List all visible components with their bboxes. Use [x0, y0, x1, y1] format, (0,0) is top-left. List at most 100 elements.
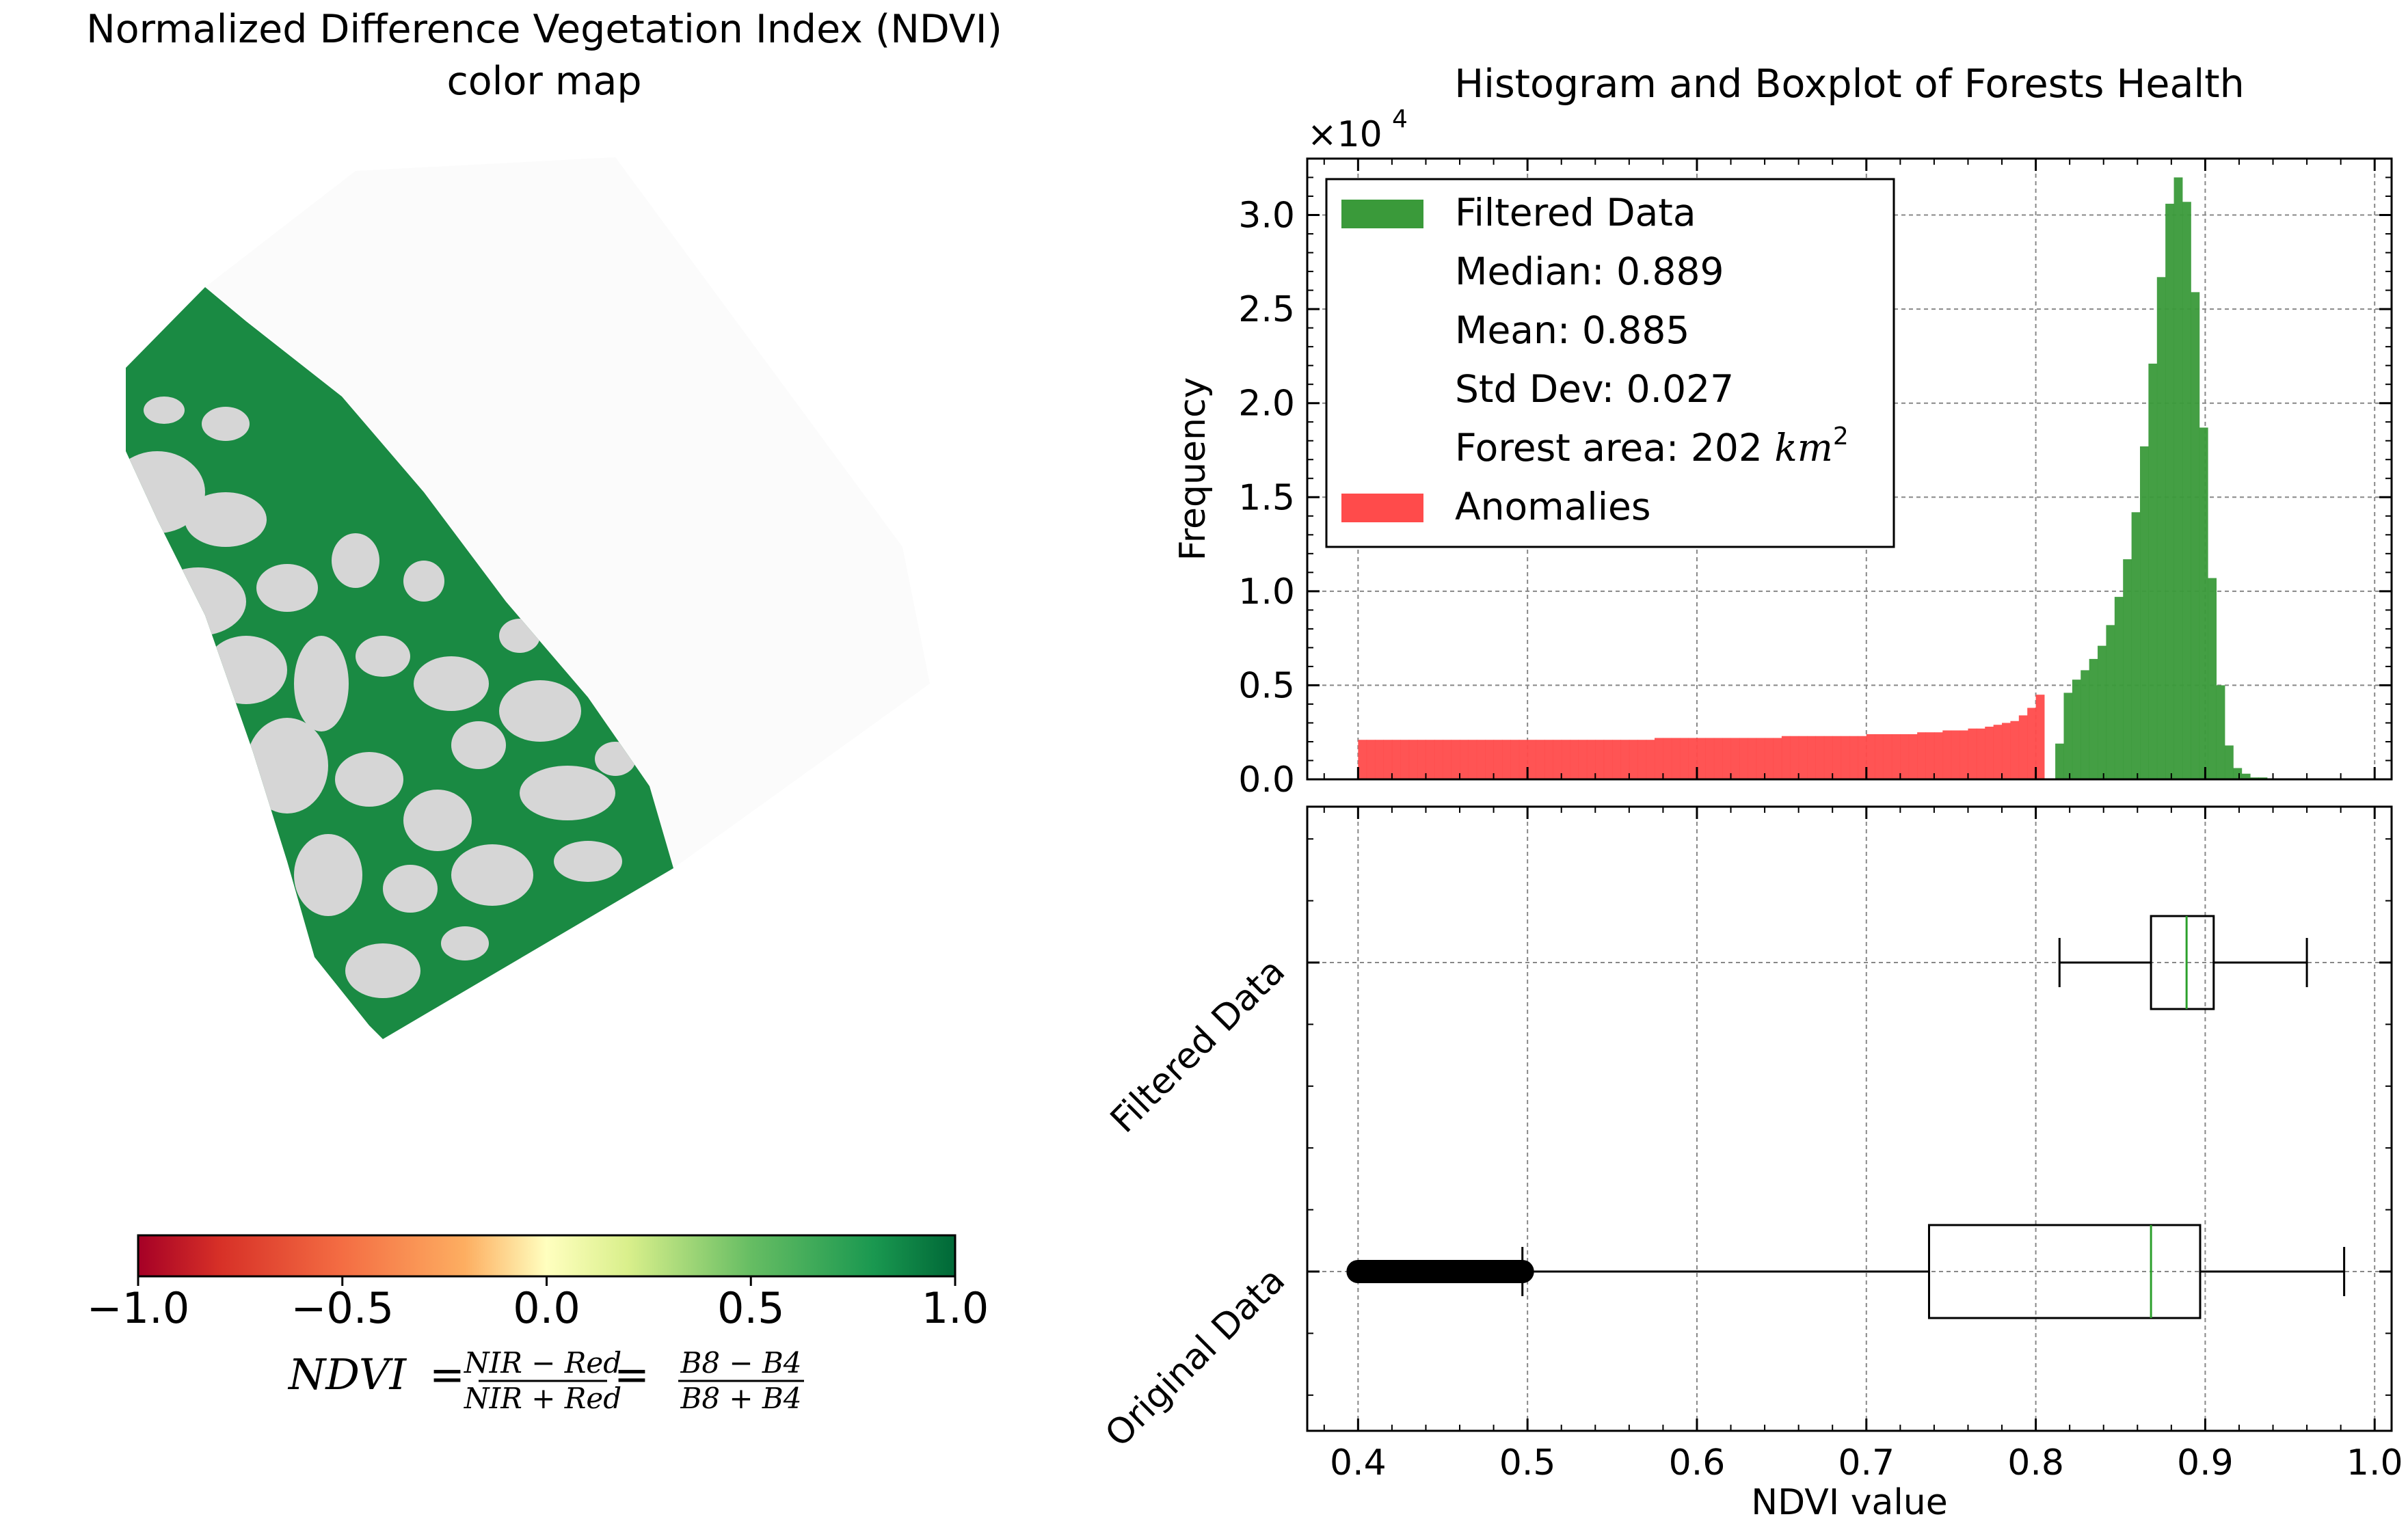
filtered-bar — [2224, 745, 2234, 779]
anomaly-bar — [1815, 736, 1825, 779]
colorbar-tick-label: 0.0 — [513, 1283, 580, 1333]
anomaly-bar — [1807, 736, 1816, 779]
anomaly-bar — [1519, 740, 1528, 779]
anomaly-bar — [1823, 736, 1833, 779]
legend-anomalies: Anomalies — [1455, 485, 1650, 528]
anomaly-bar — [1485, 740, 1495, 779]
anomaly-bar — [1637, 740, 1647, 779]
anomaly-bar — [1730, 738, 1740, 779]
anomaly-bar — [2018, 715, 2028, 779]
legend-area: Forest area: 202 km2 — [1455, 422, 1849, 470]
anomaly-bar — [1900, 734, 1910, 779]
anomaly-bar — [1925, 732, 1935, 779]
anomaly-bar — [1460, 740, 1469, 779]
anomaly-bar — [1443, 740, 1452, 779]
filtered-bar — [2191, 292, 2200, 780]
box-xtick-label: 0.7 — [1838, 1442, 1895, 1483]
anomaly-bar — [1595, 740, 1605, 779]
filtered-bar — [2199, 427, 2208, 779]
filtered-bar — [2089, 658, 2098, 779]
anomaly-bar — [1765, 738, 1774, 779]
legend-median: Median: 0.889 — [1455, 250, 1724, 293]
formula-lhs: NDVI — [287, 1349, 407, 1399]
anomaly-bar — [1391, 740, 1401, 779]
ndvi-formula: NDVI = NIR − Red NIR + Red = B8 − B4 B8 … — [287, 1346, 804, 1415]
anomaly-bar — [1781, 736, 1791, 779]
formula-num2: B8 − B4 — [680, 1346, 801, 1380]
anomaly-bar — [1968, 728, 1977, 779]
ndvi-map — [126, 157, 930, 1039]
anomaly-bar — [1570, 740, 1579, 779]
anomaly-bar — [1476, 740, 1486, 779]
filtered-bar — [2156, 277, 2166, 779]
colorbar-tick-label: 0.5 — [717, 1283, 785, 1333]
anomaly-bar — [1671, 738, 1681, 779]
box-iqr — [2150, 915, 2215, 1010]
anomaly-bar — [1553, 740, 1562, 779]
box-xtick-label: 0.6 — [1669, 1442, 1726, 1483]
anomaly-bar — [1426, 740, 1435, 779]
anomaly-bar — [1976, 728, 1985, 779]
anomaly-bar — [1832, 736, 1842, 779]
histogram-frame — [1306, 157, 2393, 781]
anomaly-bar — [1655, 738, 1663, 779]
legend-mean: Mean: 0.885 — [1455, 308, 1689, 352]
hist-ytick-label: 1.0 — [1238, 572, 1295, 613]
anomaly-bar — [1586, 740, 1596, 779]
formula-den1: NIR + Red — [464, 1382, 621, 1415]
anomaly-bar — [1383, 740, 1393, 779]
formula-eq1: = — [429, 1349, 465, 1399]
anomaly-bar — [1942, 730, 1952, 779]
anomaly-bar — [1620, 740, 1630, 779]
colorbar-tick-label: 1.0 — [922, 1283, 989, 1333]
anomaly-bar — [1739, 738, 1748, 779]
box-xtick-label: 0.4 — [1330, 1442, 1387, 1483]
anomaly-bar — [1756, 738, 1765, 779]
colorbar: −1.0 −0.5 0.0 0.5 1.0 — [87, 1234, 989, 1333]
legend-area-exp: 2 — [1833, 422, 1849, 451]
hist-ytick-label: 2.5 — [1238, 289, 1295, 330]
filtered-bar — [2182, 202, 2191, 779]
map-title-line1: Normalized Difference Vegetation Index (… — [86, 7, 1002, 52]
anomaly-bar — [1908, 734, 1918, 779]
formula-eq2: = — [614, 1349, 650, 1399]
formula-den2: B8 + B4 — [680, 1382, 801, 1415]
legend-filtered: Filtered Data — [1455, 191, 1696, 234]
box-xtick-label: 1.0 — [2346, 1442, 2403, 1483]
anomaly-bar — [2035, 695, 2045, 779]
anomaly-bar — [1875, 734, 1884, 779]
anomaly-bar — [1790, 736, 1800, 779]
anomaly-bar — [1951, 730, 1960, 779]
anomaly-bar — [1722, 738, 1732, 779]
anomaly-bar — [1603, 740, 1613, 779]
anomaly-bar — [1959, 730, 1968, 779]
filtered-bar — [2216, 685, 2225, 779]
anomaly-bar — [1663, 738, 1672, 779]
anomaly-bar — [1544, 740, 1553, 779]
filtered-bar — [2098, 645, 2106, 779]
filtered-bar — [2063, 693, 2073, 779]
legend-swatch-filtered — [1341, 200, 1423, 228]
anomaly-bar — [1451, 740, 1460, 779]
hist-ytick-label: 0.0 — [1238, 760, 1295, 801]
legend-swatch-anomalies — [1341, 494, 1423, 522]
histogram-ylabel: Frequency — [1173, 377, 1214, 561]
anomaly-bar — [1705, 738, 1715, 779]
box-ytick-label: Filtered Data — [1103, 951, 1293, 1141]
filtered-bar — [2241, 773, 2251, 779]
map-footprint — [205, 157, 930, 868]
filtered-bar — [2072, 680, 2081, 779]
anomaly-bar — [1773, 738, 1782, 779]
box-iqr — [1927, 1224, 2202, 1319]
boxplot-xlabel: NDVI value — [1751, 1482, 1948, 1523]
anomaly-bar — [1680, 738, 1689, 779]
y-multiplier-exp: 4 — [1392, 105, 1408, 133]
hist-ytick-label: 0.5 — [1238, 665, 1295, 706]
anomaly-bar — [1468, 740, 1477, 779]
box-xtick-label: 0.5 — [1499, 1442, 1556, 1483]
filtered-bar — [2233, 768, 2243, 779]
anomaly-bar — [2027, 708, 2037, 779]
box-xtick-label: 0.9 — [2177, 1442, 2234, 1483]
filtered-bar — [2055, 743, 2064, 779]
anomaly-bar — [1646, 740, 1655, 779]
